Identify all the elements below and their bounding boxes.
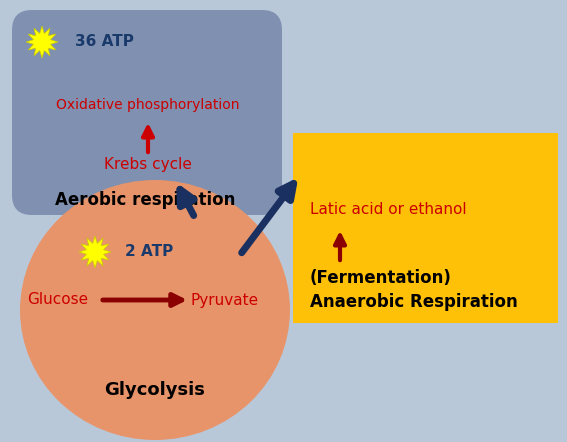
Text: Aerobic respiration: Aerobic respiration: [55, 191, 235, 209]
Polygon shape: [79, 236, 111, 268]
Text: Glucose: Glucose: [27, 293, 88, 308]
Text: Oxidative phosphorylation: Oxidative phosphorylation: [56, 98, 240, 112]
Ellipse shape: [20, 180, 290, 440]
Text: Glycolysis: Glycolysis: [104, 381, 205, 399]
Text: Krebs cycle: Krebs cycle: [104, 157, 192, 172]
Text: 2 ATP: 2 ATP: [125, 244, 174, 259]
Text: Latic acid or ethanol: Latic acid or ethanol: [310, 202, 467, 217]
Polygon shape: [26, 26, 58, 58]
Text: Pyruvate: Pyruvate: [191, 293, 259, 308]
FancyBboxPatch shape: [293, 133, 558, 323]
Text: Anaerobic Respiration: Anaerobic Respiration: [310, 293, 518, 311]
FancyBboxPatch shape: [12, 10, 282, 215]
Text: (Fermentation): (Fermentation): [310, 269, 452, 287]
Text: 36 ATP: 36 ATP: [75, 34, 134, 50]
